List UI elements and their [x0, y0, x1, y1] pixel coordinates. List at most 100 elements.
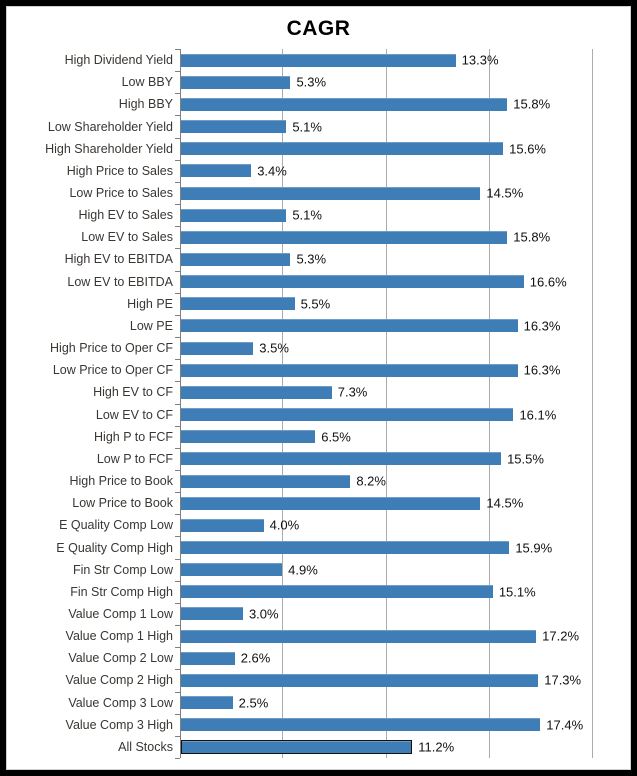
chart-row: Low P to FCF 15.5%: [6, 447, 631, 470]
chart-row: Low Price to Sales 14.5%: [6, 181, 631, 205]
value-label: 4.0%: [269, 517, 300, 533]
value-label: 4.9%: [288, 562, 318, 578]
bar: [181, 97, 508, 111]
chart-row: Low EV to CF 16.1%: [6, 403, 631, 426]
value-label: 17.3%: [544, 672, 582, 688]
category-label: Low Price to Sales: [69, 186, 173, 201]
bar: [181, 673, 539, 687]
chart-row: Value Comp 2 Low 2.6%: [6, 647, 631, 670]
chart-row: Value Comp 3 High 17.4%: [6, 713, 631, 736]
bar-track: 8.2%: [175, 469, 594, 493]
category-label: High EV to CF: [93, 385, 173, 400]
value-label: 16.1%: [519, 407, 557, 423]
bar-track: 15.8%: [175, 226, 594, 249]
chart-title: CAGR: [286, 17, 351, 40]
chart-row: E Quality Comp Low 4.0%: [6, 514, 631, 537]
value-label: 3.0%: [248, 606, 279, 622]
bar: [181, 186, 481, 200]
bar: [181, 120, 287, 134]
chart-row: Fin Str Comp High 15.1%: [6, 580, 631, 603]
value-label: 15.9%: [515, 540, 553, 556]
bar: [181, 474, 351, 488]
category-label: High EV to EBITDA: [64, 252, 173, 267]
value-label: 2.5%: [238, 695, 269, 711]
bar-track: 5.3%: [175, 248, 594, 271]
bar-track: 3.4%: [175, 159, 594, 182]
value-label: 15.8%: [513, 96, 551, 112]
bar: [181, 541, 510, 555]
bar: [181, 164, 252, 178]
chart-row: High Price to Book 8.2%: [6, 469, 631, 493]
category-label: Value Comp 3 Low: [68, 695, 173, 710]
category-label: Low Price to Oper CF: [52, 363, 173, 378]
category-label: Low Shareholder Yield: [47, 119, 173, 134]
chart-row: Low EV to EBITDA 16.6%: [6, 270, 631, 293]
bar-track: 15.9%: [175, 536, 594, 559]
value-label: 2.6%: [240, 650, 271, 666]
category-label: Low P to FCF: [96, 451, 173, 466]
bar-track: 6.5%: [175, 425, 594, 448]
category-label: Value Comp 2 Low: [68, 651, 173, 666]
value-label: 15.8%: [513, 229, 551, 245]
bar-track: 5.3%: [175, 71, 594, 94]
bar: [181, 142, 504, 156]
bar: [181, 563, 283, 577]
chart-row: Low Price to Oper CF 16.3%: [6, 359, 631, 382]
category-label: Value Comp 2 High: [65, 673, 173, 688]
category-label: E Quality Comp Low: [59, 518, 173, 533]
value-label: 13.3%: [461, 52, 499, 68]
bar-track: 11.2%: [175, 735, 594, 760]
bar-track: 15.5%: [175, 447, 594, 470]
chart-row: High Price to Oper CF 3.5%: [6, 337, 631, 360]
bar: [181, 208, 287, 222]
bar: [181, 430, 316, 444]
bar-track: 14.5%: [175, 492, 594, 515]
category-label: Value Comp 3 High: [65, 717, 173, 732]
bar: [181, 452, 502, 466]
bar-track: 5.1%: [175, 204, 594, 227]
value-label: 15.1%: [498, 584, 536, 600]
bar-track: 5.5%: [175, 292, 594, 315]
category-label: High Price to Book: [69, 474, 173, 489]
category-label: High Dividend Yield: [64, 53, 173, 68]
bar: [181, 252, 291, 266]
value-label: 15.5%: [507, 451, 544, 467]
bar-track: 16.6%: [175, 270, 594, 293]
category-label: All Stocks: [118, 739, 173, 754]
value-label: 14.5%: [486, 185, 524, 201]
bar-track: 5.1%: [175, 115, 594, 138]
category-label: Low BBY: [121, 75, 173, 90]
bar-track: 4.0%: [175, 514, 594, 537]
chart-row: High Price to Sales 3.4%: [6, 159, 631, 182]
value-label: 16.6%: [529, 274, 567, 290]
chart-row: Value Comp 1 High 17.2%: [6, 625, 631, 648]
bar: [181, 363, 518, 377]
value-label: 11.2%: [418, 739, 455, 755]
bar: [181, 496, 481, 510]
chart-row: High P to FCF 6.5%: [6, 425, 631, 448]
gridline: [385, 49, 387, 758]
chart-row: High Shareholder Yield 15.6%: [6, 137, 631, 160]
value-label: 3.5%: [259, 340, 289, 356]
category-label: Fin Str Comp High: [70, 584, 173, 599]
gridlines-layer: [180, 49, 593, 758]
value-label: 5.3%: [296, 74, 327, 90]
bar: [181, 739, 413, 754]
value-label: 5.5%: [300, 296, 331, 312]
chart-row: High BBY 15.8%: [6, 93, 631, 116]
chart-row: Value Comp 2 High 17.3%: [6, 669, 631, 692]
value-label: 15.6%: [509, 141, 546, 157]
category-label: Low EV to Sales: [81, 230, 173, 245]
bar-rows: High Dividend Yield 13.3% Low BBY 5.3% H…: [6, 49, 631, 760]
value-label: 5.3%: [296, 251, 327, 267]
value-label: 14.5%: [486, 495, 524, 511]
category-label: High PE: [127, 296, 173, 311]
chart-row: Value Comp 3 Low 2.5%: [6, 691, 631, 714]
category-label: High P to FCF: [94, 429, 173, 444]
category-label: High BBY: [118, 97, 173, 112]
bar: [181, 75, 291, 89]
chart-row: Value Comp 1 Low 3.0%: [6, 602, 631, 626]
bar-track: 2.6%: [175, 647, 594, 670]
value-label: 17.4%: [546, 717, 584, 733]
